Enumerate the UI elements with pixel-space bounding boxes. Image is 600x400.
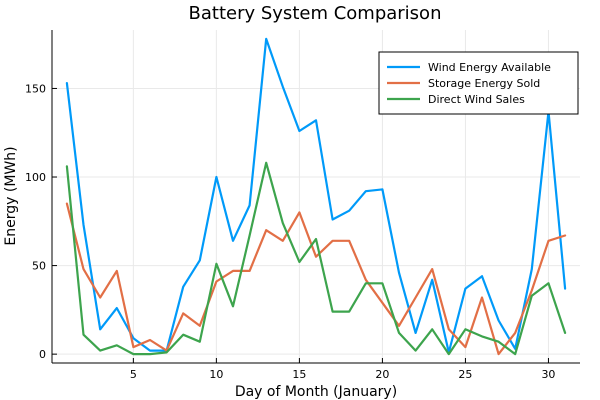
y-tick-label: 50 — [32, 260, 46, 273]
legend: Wind Energy Available Storage Energy Sold… — [378, 51, 579, 115]
x-tick-label: 25 — [458, 368, 472, 381]
x-tick-label: 5 — [130, 368, 137, 381]
x-tick-label: 15 — [292, 368, 306, 381]
legend-label-2: Storage Energy Sold — [428, 77, 540, 90]
y-axis-ticks: 0 50 100 150 — [25, 82, 57, 361]
y-axis-label: Energy (MWh) — [3, 146, 19, 245]
x-tick-label: 10 — [209, 368, 223, 381]
legend-label-1: Wind Energy Available — [428, 61, 551, 74]
legend-label-3: Direct Wind Sales — [428, 93, 525, 106]
y-tick-label: 150 — [25, 82, 46, 95]
y-tick-label: 0 — [39, 348, 46, 361]
series-line-1 — [65, 37, 567, 354]
series-line-3 — [65, 161, 567, 356]
y-tick-label: 100 — [25, 171, 46, 184]
x-axis-label: Day of Month (January) — [235, 384, 397, 400]
series-group — [65, 37, 567, 356]
x-tick-label: 20 — [375, 368, 389, 381]
chart-title: Battery System Comparison — [189, 3, 442, 24]
series-line-2 — [65, 202, 567, 356]
x-axis-ticks: 5 10 15 20 25 30 — [130, 358, 555, 381]
x-tick-label: 30 — [541, 368, 555, 381]
